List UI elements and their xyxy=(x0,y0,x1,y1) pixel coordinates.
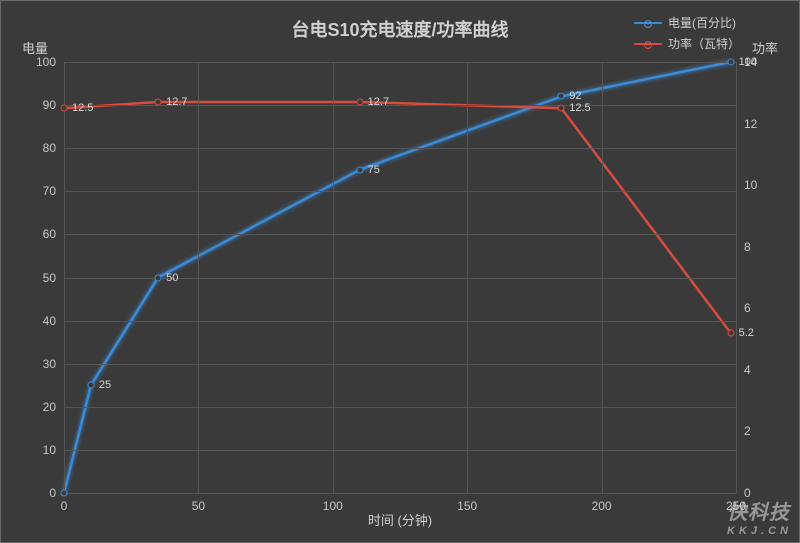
marker-battery xyxy=(356,166,363,173)
y1-tick-label: 50 xyxy=(43,271,64,285)
gridline-horizontal xyxy=(64,321,736,322)
y1-tick-label: 100 xyxy=(36,55,64,69)
x-axis-label: 时间 (分钟) xyxy=(368,510,432,529)
data-label-battery: 75 xyxy=(368,164,380,176)
y1-tick-label: 20 xyxy=(43,400,64,414)
legend: 电量(百分比) 功率（瓦特） xyxy=(634,14,740,56)
series-line-power xyxy=(64,102,731,333)
legend-item-battery: 电量(百分比) xyxy=(634,14,740,31)
legend-swatch-power xyxy=(634,43,662,45)
gridline-horizontal xyxy=(64,191,736,192)
marker-power xyxy=(558,105,565,112)
gridline-horizontal xyxy=(64,450,736,451)
gridline-horizontal xyxy=(64,407,736,408)
data-label-battery: 92 xyxy=(569,90,581,102)
y1-tick-label: 40 xyxy=(43,314,64,328)
y2-tick-label: 4 xyxy=(736,363,751,377)
gridline-horizontal xyxy=(64,493,736,494)
data-label-power: 5.2 xyxy=(739,327,754,339)
y2-tick-label: 8 xyxy=(736,240,751,254)
gridline-horizontal xyxy=(64,278,736,279)
y2-tick-label: 2 xyxy=(736,424,751,438)
marker-power xyxy=(727,329,734,336)
data-label-power: 12.5 xyxy=(72,102,93,114)
x-tick-label: 100 xyxy=(323,493,343,513)
data-label-power: 12.5 xyxy=(569,102,590,114)
y1-tick-label: 60 xyxy=(43,227,64,241)
gridline-horizontal xyxy=(64,148,736,149)
y2-tick-label: 12 xyxy=(736,117,757,131)
marker-battery xyxy=(61,490,68,497)
x-tick-label: 150 xyxy=(457,493,477,513)
y2-tick-label: 6 xyxy=(736,301,751,315)
data-label-power: 12.7 xyxy=(368,96,389,108)
data-label-battery: 100 xyxy=(739,56,757,68)
y1-tick-label: 30 xyxy=(43,357,64,371)
y2-tick-label: 10 xyxy=(736,178,757,192)
y2-tick-label: 0 xyxy=(736,486,751,500)
marker-battery xyxy=(558,93,565,100)
legend-label-power: 功率（瓦特） xyxy=(668,35,740,52)
gridline-horizontal xyxy=(64,62,736,63)
marker-power xyxy=(155,99,162,106)
x-tick-label: 200 xyxy=(592,493,612,513)
data-label-power: 12.7 xyxy=(166,96,187,108)
legend-item-power: 功率（瓦特） xyxy=(634,35,740,52)
y1-tick-label: 80 xyxy=(43,141,64,155)
gridline-horizontal xyxy=(64,105,736,106)
y1-tick-label: 70 xyxy=(43,184,64,198)
legend-swatch-battery xyxy=(634,22,662,24)
gridline-horizontal xyxy=(64,234,736,235)
legend-label-battery: 电量(百分比) xyxy=(668,14,736,31)
marker-battery xyxy=(155,274,162,281)
data-label-battery: 25 xyxy=(99,379,111,391)
marker-power xyxy=(61,105,68,112)
plot-area: 0501001502002500102030405060708090100024… xyxy=(64,62,736,493)
marker-battery xyxy=(87,382,94,389)
x-tick-label: 50 xyxy=(192,493,205,513)
marker-battery xyxy=(727,59,734,66)
gridline-horizontal xyxy=(64,364,736,365)
data-label-battery: 50 xyxy=(166,272,178,284)
y1-tick-label: 10 xyxy=(43,443,64,457)
marker-power xyxy=(356,99,363,106)
chart-title: 台电S10充电速度/功率曲线 xyxy=(291,16,508,42)
